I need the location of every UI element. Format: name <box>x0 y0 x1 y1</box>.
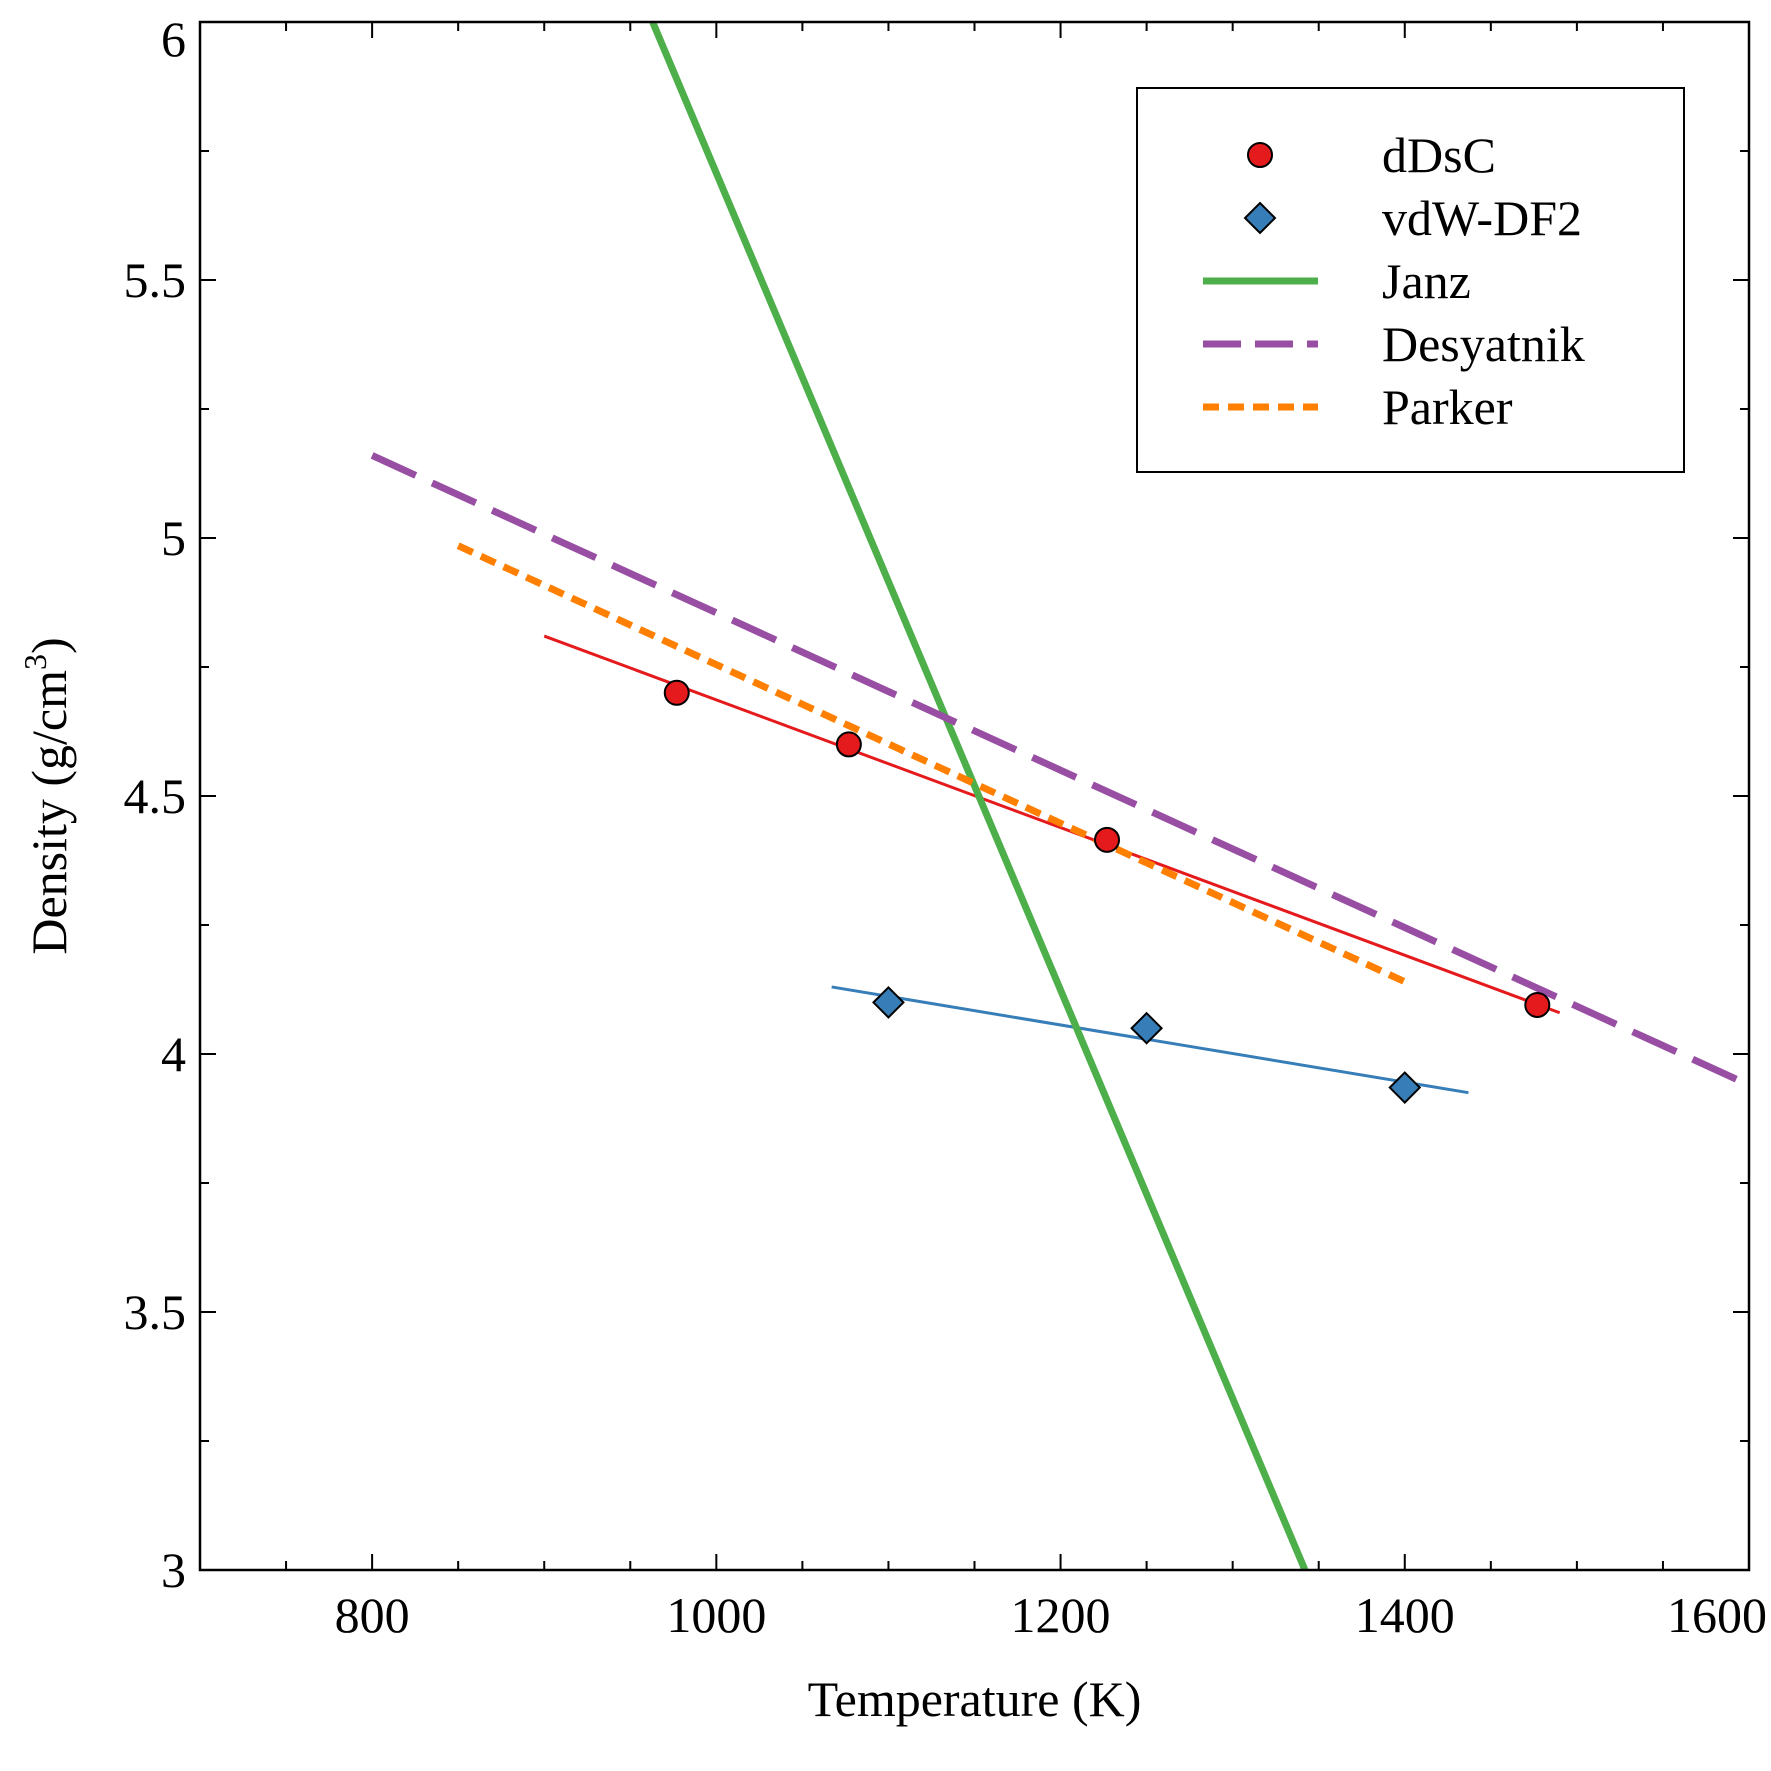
y-axis-title: Density (g/cm3) <box>17 637 77 954</box>
x-tick-label: 1600 <box>1667 1587 1767 1643</box>
axis-tick-labels: 800 1000 1200 1400 1600 3 3.5 4 4.5 5 5.5 6 <box>124 11 1768 1643</box>
series-ddsc-point <box>1094 826 1121 853</box>
series-vdw-df2-point <box>1388 1071 1422 1104</box>
legend: dDsC vdW-DF2 Janz Desyatnik Parker <box>1136 87 1685 473</box>
series-ddsc-point <box>663 679 690 706</box>
y-axis-title-close: ) <box>21 637 77 654</box>
series-vdw-df2-point <box>1130 1011 1164 1045</box>
y-axis-title-superscript: 3 <box>17 654 53 670</box>
series-ddsc-point <box>835 731 862 758</box>
x-tick-label: 1400 <box>1355 1587 1455 1643</box>
series-ddsc-fit-line <box>543 634 1561 1015</box>
y-tick-label: 3 <box>161 1542 186 1598</box>
y-axis-title-main: Density (g/cm <box>21 670 77 955</box>
legend-ddsc-swatch <box>1247 142 1273 168</box>
x-tick-label: 800 <box>335 1587 410 1643</box>
y-tick-label: 5 <box>161 510 186 566</box>
series-parker-line <box>456 542 1407 985</box>
y-tick-label: 5.5 <box>124 252 187 308</box>
series-desyatnik-line <box>370 452 1749 1089</box>
plot-series-markers <box>663 679 1551 1104</box>
legend-ddsc-label: dDsC <box>1382 127 1496 183</box>
x-axis-title: Temperature (K) <box>808 1671 1142 1727</box>
y-tick-label: 4 <box>161 1026 186 1082</box>
y-tick-label: 3.5 <box>124 1284 187 1340</box>
y-tick-label: 4.5 <box>124 768 187 824</box>
plot-series-lines <box>370 22 1749 1570</box>
legend-vdw-df2-label: vdW-DF2 <box>1382 190 1582 246</box>
x-tick-label: 1200 <box>1011 1587 1111 1643</box>
series-ddsc-point <box>1524 991 1551 1018</box>
axis-ticks <box>199 21 1750 1571</box>
series-janz-line <box>649 22 1309 1570</box>
legend-desyatnik-label: Desyatnik <box>1382 316 1585 372</box>
x-tick-label: 1000 <box>666 1587 766 1643</box>
y-tick-label: 6 <box>161 11 186 67</box>
legend-vdw-df2-swatch <box>1243 201 1277 235</box>
legend-parker-label: Parker <box>1382 379 1513 435</box>
legend-janz-label: Janz <box>1382 253 1471 309</box>
series-vdw-df2-point <box>872 985 905 1019</box>
